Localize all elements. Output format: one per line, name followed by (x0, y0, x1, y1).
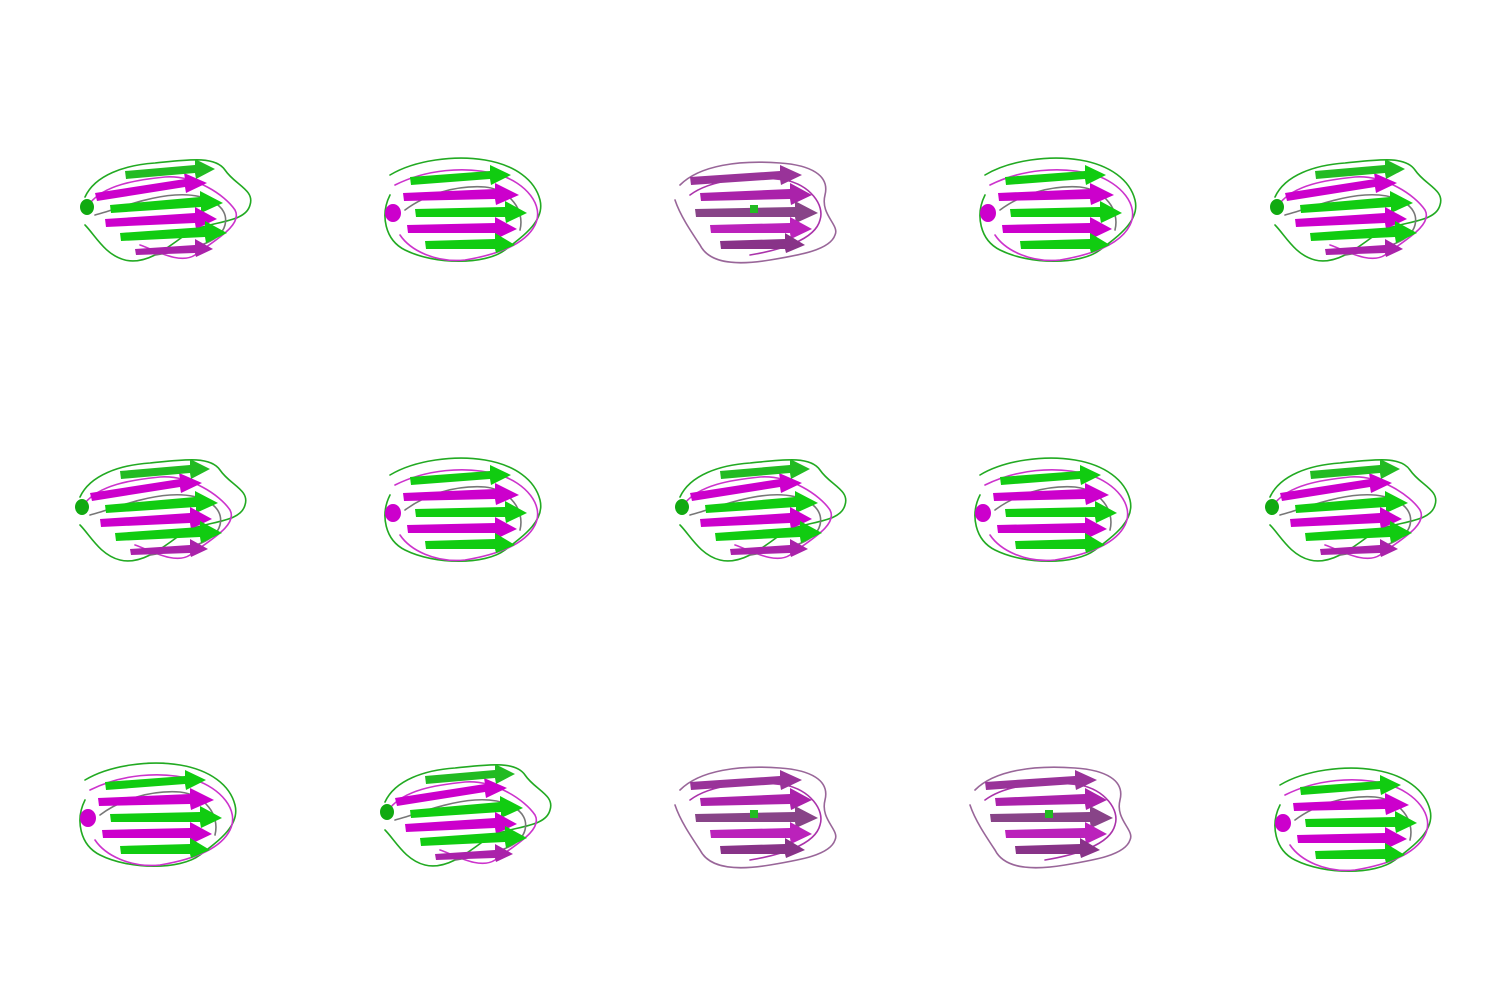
structure (979, 157, 1137, 263)
structure (674, 766, 837, 869)
structure (674, 458, 847, 562)
structure (79, 158, 252, 262)
structure (1274, 767, 1432, 873)
structure (384, 157, 542, 263)
structure (379, 763, 552, 867)
structure (384, 457, 542, 563)
structure (674, 161, 837, 264)
structure (1269, 158, 1442, 262)
structure (969, 766, 1132, 869)
structure (1264, 458, 1437, 562)
structure (974, 457, 1132, 563)
structure (74, 458, 247, 562)
structure (79, 762, 237, 868)
